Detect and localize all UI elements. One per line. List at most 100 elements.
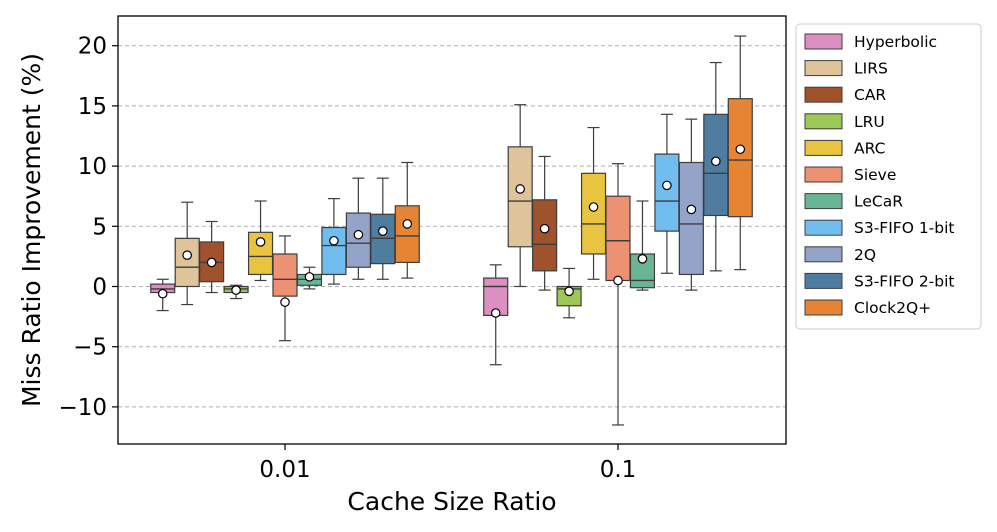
mean-marker: [662, 180, 672, 191]
box-lru: [556, 267, 582, 319]
y-tick-label: 0: [92, 275, 107, 301]
legend-item: LRU: [804, 113, 885, 131]
box-lirs: [507, 104, 533, 288]
legend-label: Hyperbolic: [854, 33, 937, 51]
mean-marker: [613, 275, 623, 286]
legend-label: Clock2Q+: [854, 299, 931, 317]
legend-swatch: [804, 246, 843, 263]
mean-marker: [182, 250, 192, 260]
y-axis-label: Miss Ratio Improvement (%): [17, 53, 46, 407]
box-2q: [678, 118, 704, 291]
mean-marker: [206, 257, 217, 268]
legend-item: LeCaR: [804, 193, 903, 211]
legend-item: 2Q: [804, 246, 876, 264]
y-tick-label: −5: [73, 335, 107, 361]
box-iqr: [605, 195, 631, 282]
x-axis-ticks: 0.01 0.1: [259, 444, 636, 483]
box-iqr: [629, 253, 656, 289]
legend-label: CAR: [854, 86, 886, 104]
box-lecar: [296, 266, 323, 290]
legend-item: LIRS: [804, 60, 888, 78]
box-hyperbolic: [150, 278, 176, 312]
box-sieve: [605, 163, 631, 426]
plot-frame: [117, 15, 787, 445]
box-sieve: [272, 235, 298, 342]
legend-label: S3-FIFO 1-bit: [854, 219, 955, 237]
y-tick-label: 20: [78, 34, 107, 60]
mean-marker: [157, 288, 168, 299]
legend-label: LeCaR: [854, 193, 903, 211]
legend-item: ARC: [804, 139, 885, 157]
mean-marker: [686, 204, 697, 215]
mean-marker: [353, 229, 364, 240]
legend-swatch: [804, 193, 843, 210]
y-tick-label: 5: [92, 214, 107, 240]
box-car: [532, 155, 558, 291]
legend[interactable]: Hyperbolic LIRS CAR LRU ARC Sieve LeCaR S3-FIFO…: [795, 23, 982, 330]
mean-marker: [231, 285, 241, 295]
legend-label: Sieve: [854, 166, 896, 184]
legend-swatch: [804, 113, 843, 130]
legend-swatch: [804, 166, 843, 183]
mean-marker: [490, 308, 501, 318]
mean-marker: [588, 202, 599, 212]
box-s3-fifo-1-bit: [321, 198, 347, 285]
box-arc: [580, 126, 607, 280]
box-iqr: [727, 98, 753, 218]
box-iqr: [532, 199, 558, 272]
x-tick-label: 0.01: [259, 457, 310, 483]
box-car: [199, 220, 225, 294]
box-iqr: [507, 146, 533, 248]
box-lru: [223, 284, 249, 300]
legend-item: Clock2Q+: [804, 299, 931, 317]
mean-marker: [280, 297, 290, 307]
legend-item: S3-FIFO 1-bit: [804, 219, 955, 237]
x-tick-label: 0.1: [600, 457, 637, 483]
legend-swatch: [804, 272, 843, 289]
legend-label: ARC: [854, 139, 885, 157]
legend-item: Sieve: [804, 166, 896, 184]
y-tick-label: 15: [78, 94, 107, 120]
x-axis-label: Cache Size Ratio: [347, 487, 556, 516]
box-clock2q-: [394, 161, 420, 279]
mean-marker: [329, 235, 339, 246]
mean-marker: [402, 219, 413, 229]
mean-marker: [304, 272, 315, 282]
legend-label: LRU: [854, 113, 885, 131]
mean-marker: [539, 223, 550, 234]
box-iqr: [654, 153, 680, 232]
legend-swatch: [804, 219, 843, 236]
legend-item: CAR: [804, 86, 886, 104]
legend-label: 2Q: [854, 246, 876, 264]
box-s3-fifo-2-bit: [703, 61, 729, 272]
box-iqr: [678, 161, 704, 276]
legend-label: LIRS: [854, 60, 888, 78]
mean-marker: [255, 237, 266, 247]
box-iqr: [556, 285, 582, 307]
legend-swatch: [804, 86, 843, 103]
box-iqr: [174, 237, 200, 288]
box-series: [150, 35, 753, 426]
box-s3-fifo-1-bit: [654, 113, 680, 274]
box-iqr: [321, 226, 347, 276]
legend-swatch: [804, 299, 843, 316]
y-axis-ticks: −10 −5 0 5 10 15 20: [58, 34, 118, 421]
box-iqr: [247, 231, 274, 276]
legend-item: Hyperbolic: [804, 33, 937, 51]
mean-marker: [564, 286, 574, 297]
mean-marker: [711, 156, 721, 167]
y-tick-label: −10: [58, 395, 107, 421]
box-iqr: [394, 205, 420, 264]
mean-marker: [515, 184, 525, 194]
box-iqr: [580, 172, 607, 255]
mean-marker: [637, 254, 648, 264]
box-arc: [247, 200, 274, 282]
mean-marker: [735, 144, 746, 155]
legend-swatch: [804, 60, 843, 77]
box-hyperbolic: [483, 264, 509, 366]
legend-swatch: [804, 33, 843, 50]
box-iqr: [272, 253, 298, 297]
box-lirs: [174, 201, 200, 306]
legend-swatch: [804, 139, 843, 156]
legend-item: S3-FIFO 2-bit: [804, 272, 955, 290]
